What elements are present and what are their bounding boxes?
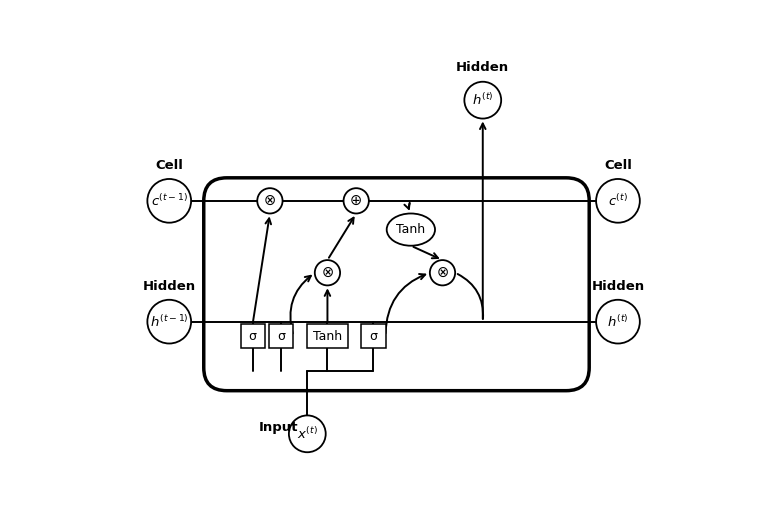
Text: $c^{(t)}$: $c^{(t)}$ xyxy=(608,193,628,209)
Text: ⊕: ⊕ xyxy=(350,194,362,208)
Text: Cell: Cell xyxy=(604,159,632,172)
Text: Input: Input xyxy=(259,421,298,434)
Text: $h^{(t)}$: $h^{(t)}$ xyxy=(472,92,494,108)
Text: ⊗: ⊗ xyxy=(321,265,333,280)
Text: ⊗: ⊗ xyxy=(436,265,449,280)
FancyArrowPatch shape xyxy=(458,274,483,319)
Circle shape xyxy=(465,82,502,119)
Text: Hidden: Hidden xyxy=(143,280,196,293)
Circle shape xyxy=(430,260,455,286)
Text: σ: σ xyxy=(369,329,377,343)
Text: Cell: Cell xyxy=(155,159,184,172)
Ellipse shape xyxy=(387,213,435,246)
Text: $h^{(t-1)}$: $h^{(t-1)}$ xyxy=(150,314,189,329)
Circle shape xyxy=(289,415,326,452)
FancyBboxPatch shape xyxy=(270,324,293,348)
Circle shape xyxy=(257,188,283,213)
FancyArrowPatch shape xyxy=(405,203,409,209)
Text: Tanh: Tanh xyxy=(396,223,425,236)
Circle shape xyxy=(147,179,191,223)
FancyBboxPatch shape xyxy=(306,324,348,348)
Text: σ: σ xyxy=(249,329,257,343)
Circle shape xyxy=(596,179,640,223)
Text: $x^{(t)}$: $x^{(t)}$ xyxy=(297,426,318,442)
FancyBboxPatch shape xyxy=(240,324,265,348)
FancyArrowPatch shape xyxy=(290,276,311,333)
FancyBboxPatch shape xyxy=(362,324,386,348)
Text: Tanh: Tanh xyxy=(313,329,342,343)
Text: ⊗: ⊗ xyxy=(263,194,276,208)
Text: $h^{(t)}$: $h^{(t)}$ xyxy=(607,314,629,329)
Text: Hidden: Hidden xyxy=(591,280,644,293)
Text: $c^{(t-1)}$: $c^{(t-1)}$ xyxy=(151,193,188,209)
FancyArrowPatch shape xyxy=(386,274,425,333)
Circle shape xyxy=(343,188,369,213)
Circle shape xyxy=(596,300,640,344)
Circle shape xyxy=(147,300,191,344)
Circle shape xyxy=(315,260,340,286)
Text: Hidden: Hidden xyxy=(456,61,509,74)
Text: σ: σ xyxy=(277,329,286,343)
